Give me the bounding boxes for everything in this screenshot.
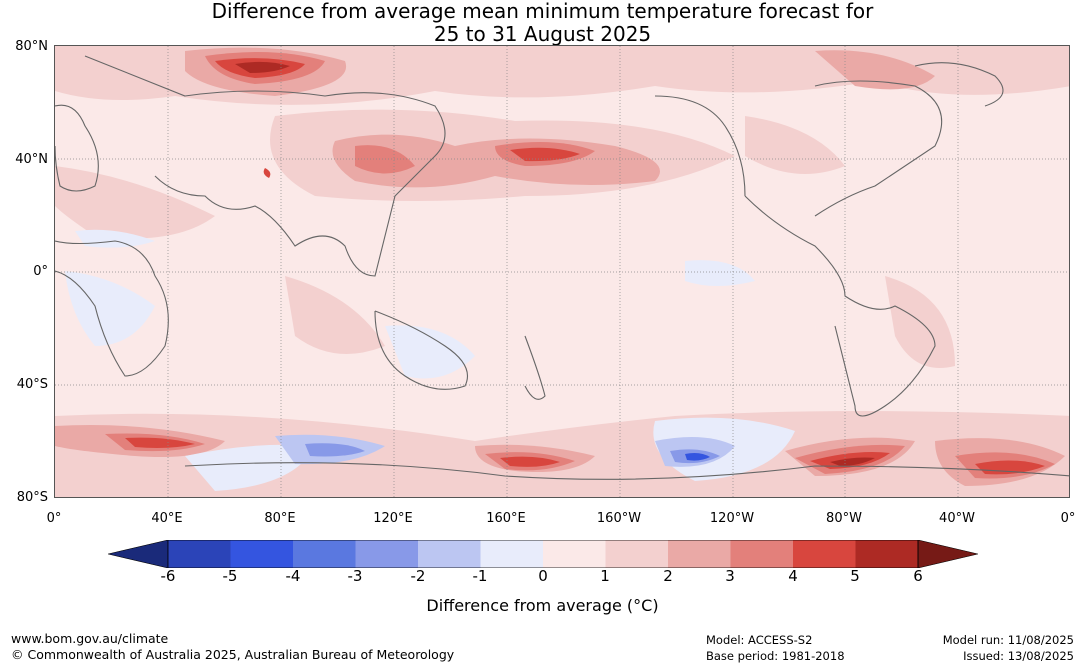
colorbar-bin-neg3-neg2: [355, 540, 418, 568]
colorbar-extend-low: [108, 540, 169, 568]
footer-issued: Issued: 13/08/2025: [963, 649, 1074, 663]
colorbar-extend-high: [917, 540, 978, 568]
lon-label-160e: 160°E: [486, 511, 526, 526]
colorbar-tick: 0: [538, 567, 548, 585]
colorbar-tick: 2: [663, 567, 673, 585]
colorbar-tick: -2: [410, 567, 426, 585]
lon-label-40e: 40°E: [151, 511, 183, 526]
colorbar: [108, 540, 978, 568]
lon-label-80w: 80°W: [826, 511, 862, 526]
colorbar-tick: -3: [347, 567, 363, 585]
lat-label-40s: 40°S: [16, 377, 48, 392]
colorbar-tick: -5: [222, 567, 238, 585]
anomaly-band-4-5: [125, 58, 1045, 475]
colorbar-tick: 4: [788, 567, 798, 585]
lon-label-80e: 80°E: [264, 511, 296, 526]
lon-label-0-east: 0°: [1060, 511, 1076, 526]
colorbar-bin-4-5: [793, 540, 856, 568]
colorbar-bin-neg5-neg4: [230, 540, 293, 568]
lon-label-40w: 40°W: [939, 511, 975, 526]
colorbar-tick: 5: [850, 567, 860, 585]
map-title: Difference from average mean minimum tem…: [0, 0, 1085, 46]
colorbar-bin-neg1-0: [480, 540, 543, 568]
colorbar-bin-2-3: [668, 540, 731, 568]
colorbar-label: Difference from average (°C): [426, 596, 659, 615]
colorbar-tick: -6: [160, 567, 176, 585]
colorbar-bin-1-2: [605, 540, 668, 568]
colorbar-tick: -1: [472, 567, 488, 585]
lat-label-80s: 80°S: [16, 490, 48, 505]
lon-label-160w: 160°W: [596, 511, 642, 526]
title-line-1: Difference from average mean minimum tem…: [211, 0, 874, 23]
colorbar-tick: 1: [600, 567, 610, 585]
lat-label-80n: 80°N: [15, 39, 48, 54]
coastlines: [55, 55, 1069, 480]
colorbar-tick: 3: [725, 567, 735, 585]
colorbar-bin-5-6: [855, 540, 918, 568]
gridlines: [55, 46, 1069, 497]
colorbar-bin-neg4-neg3: [293, 540, 356, 568]
footer-base-period: Base period: 1981-2018: [706, 649, 845, 663]
temperature-anomaly-map: [54, 45, 1070, 498]
footer-url: www.bom.gov.au/climate: [11, 631, 169, 646]
anomaly-band-neg-4-3: [685, 453, 710, 461]
lat-label-equator: 0°: [33, 264, 48, 279]
title-line-2: 25 to 31 August 2025: [433, 22, 652, 46]
lon-label-120e: 120°E: [373, 511, 413, 526]
anomaly-band-5-6: [235, 61, 875, 466]
lon-label-120w: 120°W: [709, 511, 755, 526]
lon-label-0: 0°: [46, 511, 62, 526]
colorbar-frame: [167, 540, 919, 568]
footer-copyright: © Commonwealth of Australia 2025, Austra…: [11, 647, 455, 662]
colorbar-tick: -4: [285, 567, 301, 585]
colorbar-bin-3-4: [730, 540, 793, 568]
map-canvas: [55, 46, 1069, 497]
colorbar-bin-neg6-neg5: [168, 540, 231, 568]
footer-model-run: Model run: 11/08/2025: [942, 633, 1074, 647]
colorbar-tick: 6: [913, 567, 923, 585]
lat-label-40n: 40°N: [15, 152, 48, 167]
footer-model: Model: ACCESS-S2: [706, 633, 813, 647]
colorbar-bin-neg2-neg1: [418, 540, 481, 568]
colorbar-bin-0-1: [543, 540, 606, 568]
